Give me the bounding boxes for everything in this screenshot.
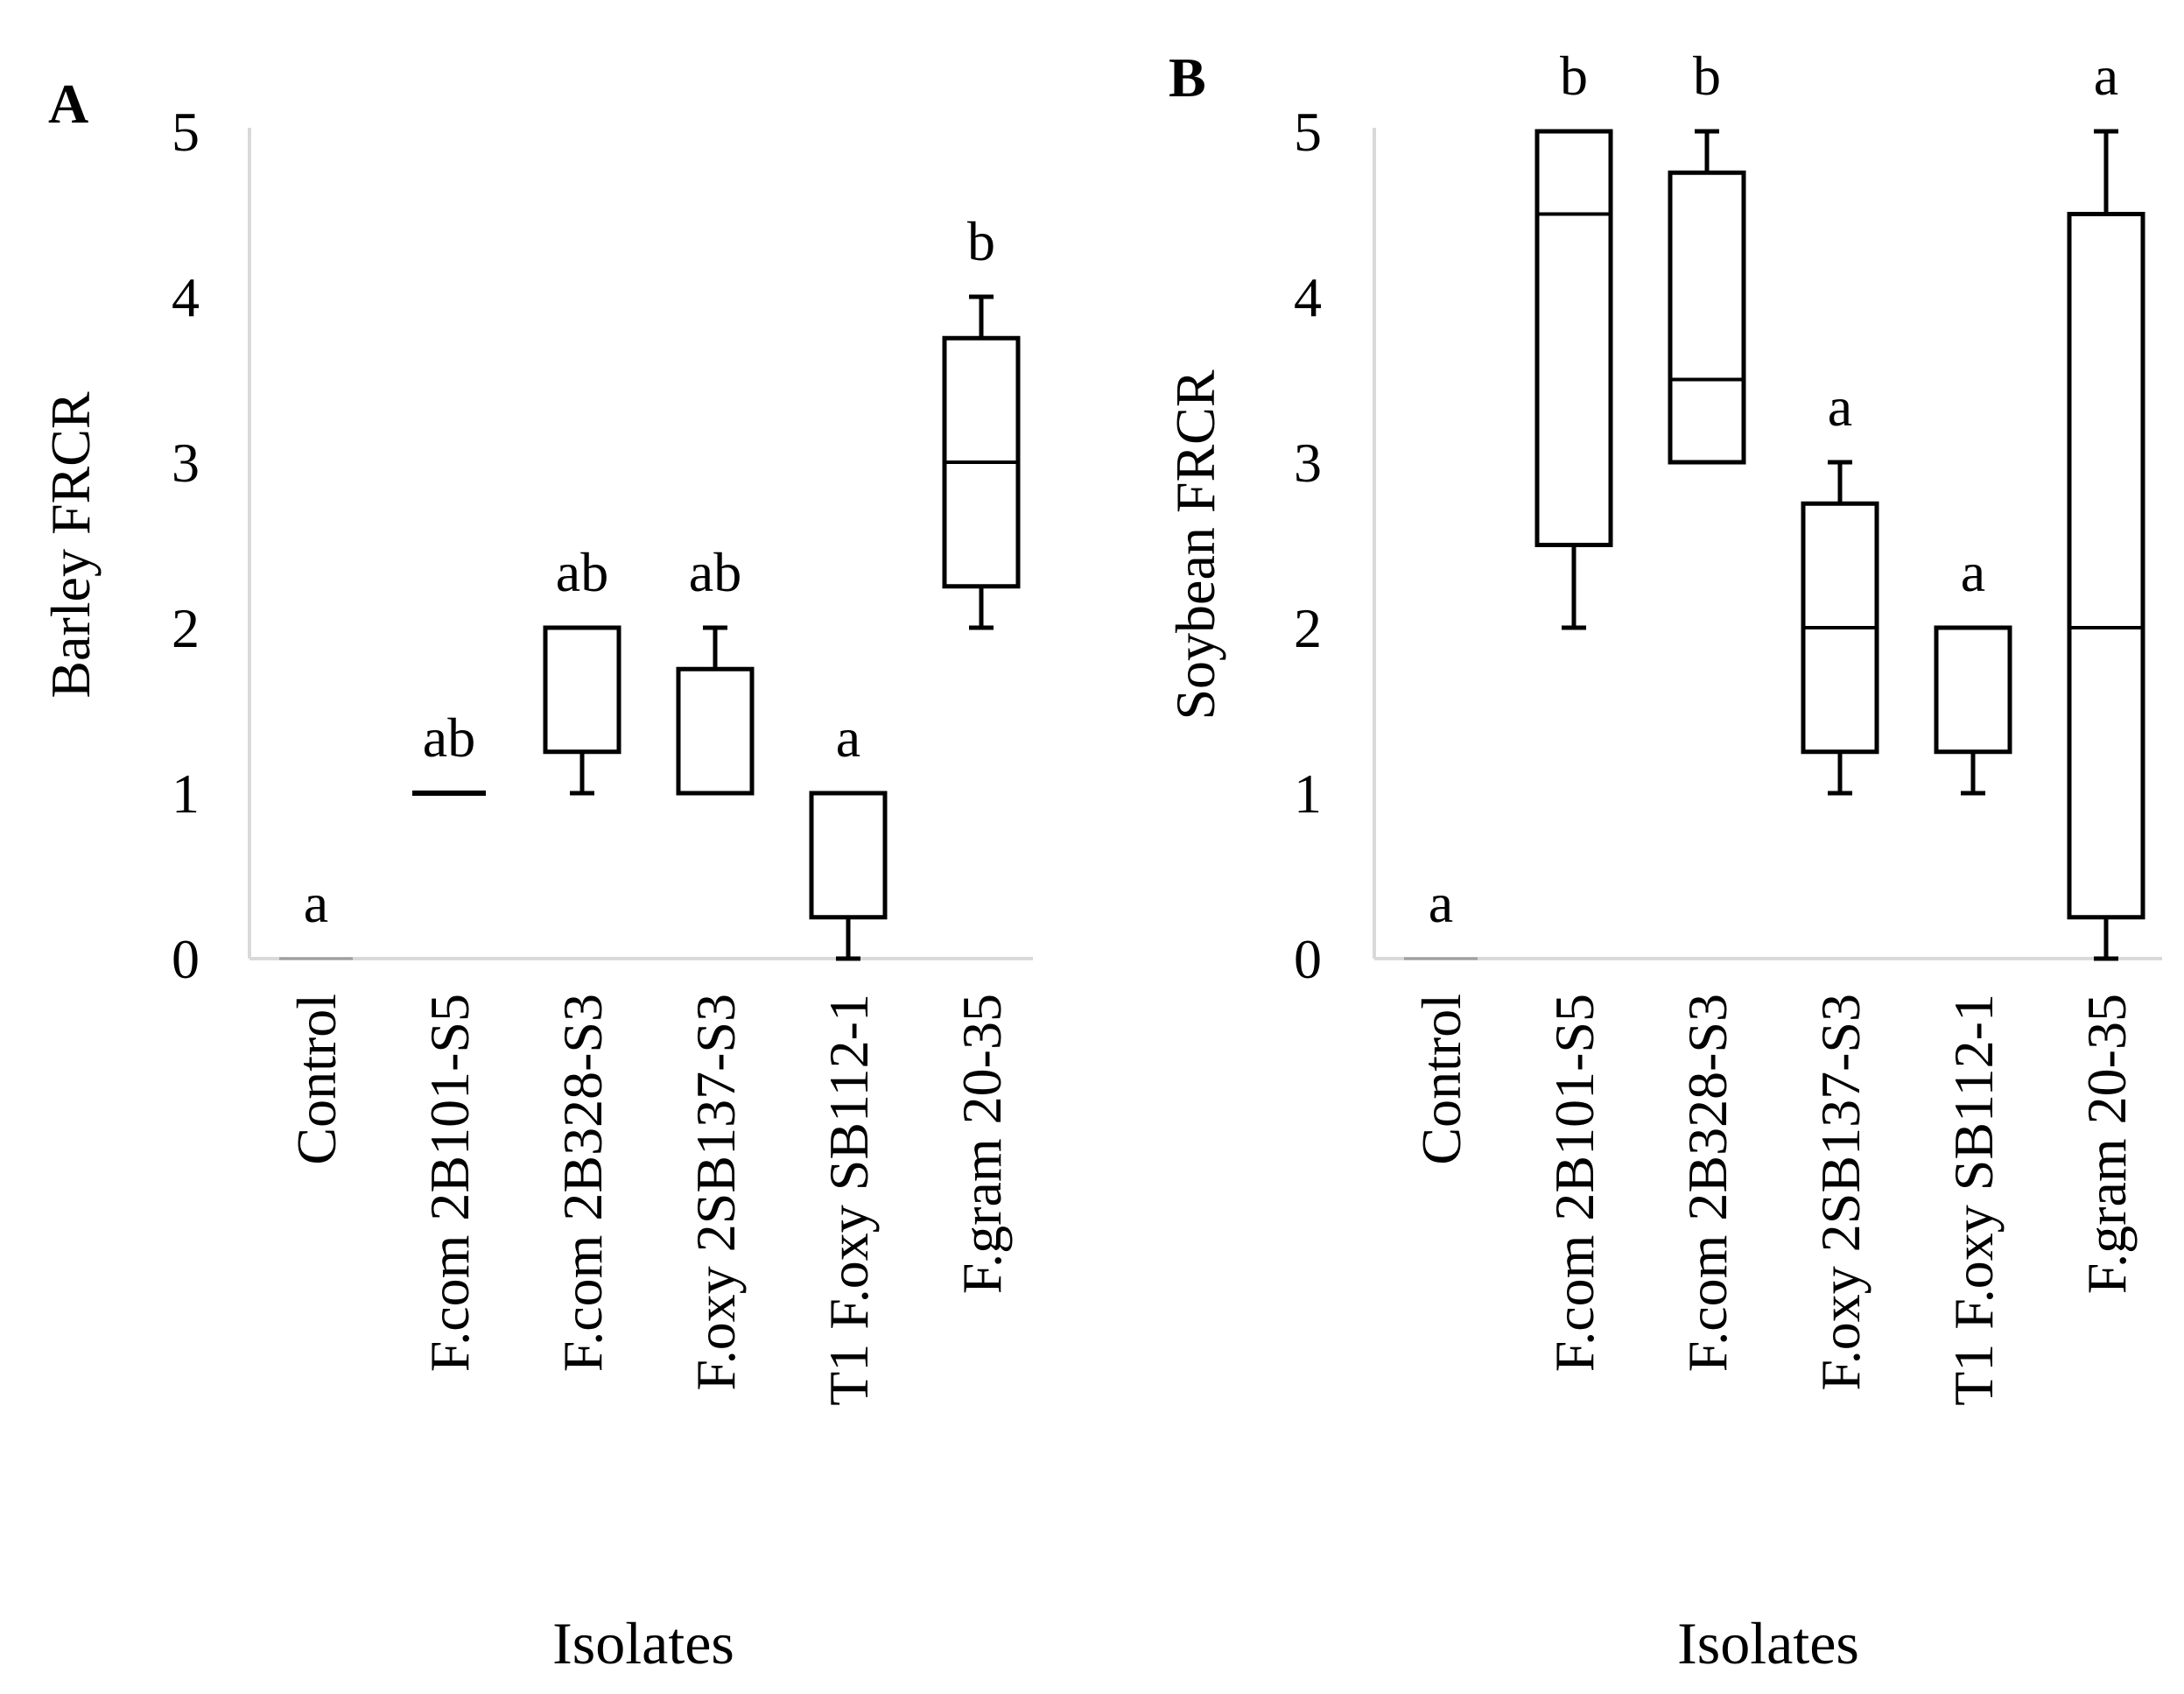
y-axis-title: Barley FRCR	[39, 391, 102, 699]
box	[2067, 212, 2145, 920]
significance-label: ab	[689, 541, 741, 603]
y-tick-label: 3	[172, 432, 200, 494]
category-label: F.gram 20-35	[951, 994, 1013, 1294]
y-tick-label: 1	[172, 763, 200, 825]
category-label: Control	[1410, 994, 1472, 1165]
box	[1934, 625, 2012, 755]
significance-label: b	[967, 210, 995, 272]
category-label: F.com 2B328-S3	[551, 994, 614, 1372]
category-label: T1 F.oxy SB112-1	[818, 994, 880, 1406]
significance-label: a	[304, 872, 328, 934]
category-label: Control	[285, 994, 348, 1165]
y-tick-label: 1	[1294, 763, 1322, 825]
panel-letter: B	[1169, 46, 1206, 109]
box	[1534, 129, 1613, 547]
x-axis-title: Isolates	[552, 1610, 734, 1676]
y-tick-label: 5	[1294, 101, 1322, 163]
y-tick-label: 2	[1294, 597, 1322, 659]
box	[676, 666, 755, 796]
box	[809, 791, 888, 920]
y-tick-label: 2	[172, 597, 200, 659]
box	[1668, 170, 1746, 465]
panel-a: A 0 1 2 3 4 5 Barley FRCR Isolates Control a F.com …	[39, 73, 1033, 1676]
significance-label: a	[1828, 376, 1852, 438]
y-tick-label: 5	[172, 101, 200, 163]
box	[543, 625, 621, 755]
y-tick-label: 4	[172, 266, 200, 328]
significance-label: a	[2094, 45, 2118, 107]
category-label: F.oxy 2SB137-S3	[1809, 994, 1871, 1391]
category-label: F.com 2B328-S3	[1676, 994, 1738, 1372]
category-label: F.com 2B101-S5	[418, 994, 481, 1372]
y-tick-label: 0	[172, 928, 200, 990]
significance-label: ab	[556, 541, 608, 603]
y-tick-label: 4	[1294, 266, 1322, 328]
panel-b: B 0 1 2 3 4 5 Soybean FRCR Isolates Control a F.com…	[1164, 45, 2162, 1676]
significance-label: a	[1429, 872, 1453, 934]
y-tick-label: 0	[1294, 928, 1322, 990]
y-tick-label: 3	[1294, 432, 1322, 494]
panel-letter: A	[48, 73, 88, 135]
category-label: F.oxy 2SB137-S3	[685, 994, 747, 1391]
significance-label: a	[1961, 541, 1985, 603]
significance-label: ab	[423, 706, 475, 769]
category-label: T1 F.oxy SB112-1	[1942, 994, 2005, 1406]
y-axis-title: Soybean FRCR	[1164, 369, 1226, 720]
x-axis-title: Isolates	[1677, 1610, 1859, 1676]
significance-label: b	[1560, 45, 1588, 107]
significance-label: b	[1693, 45, 1721, 107]
category-label: F.gram 20-35	[2075, 994, 2138, 1294]
significance-label: a	[836, 706, 860, 769]
category-label: F.com 2B101-S5	[1543, 994, 1605, 1372]
